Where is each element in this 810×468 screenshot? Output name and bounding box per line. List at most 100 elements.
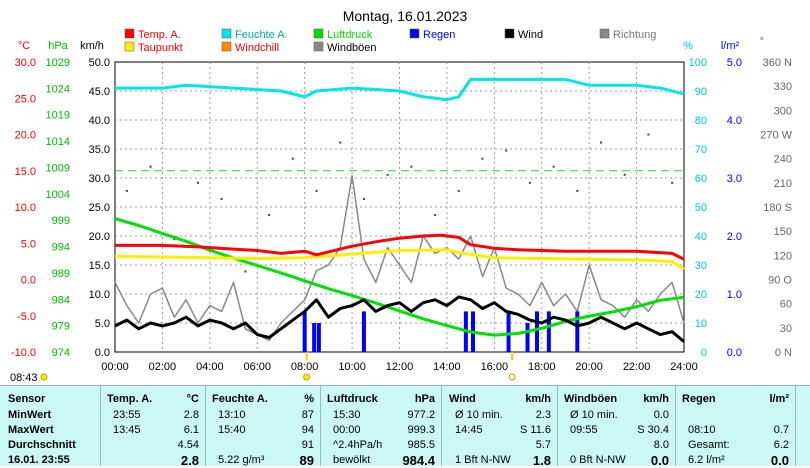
pressure-axis-unit: hPa bbox=[48, 40, 68, 52]
axis-tick-label: 30.0 bbox=[15, 57, 36, 69]
direction-point bbox=[362, 197, 365, 200]
stats-cell-value: 89 bbox=[299, 453, 314, 468]
axis-tick-label: 70 bbox=[695, 144, 707, 156]
rain-bar bbox=[525, 323, 530, 352]
axis-tick-label: 40.0 bbox=[89, 115, 110, 127]
stats-col-unit: % bbox=[304, 393, 314, 405]
axis-tick-label: 30.0 bbox=[89, 173, 110, 185]
rain-bar bbox=[312, 323, 317, 352]
axis-tick-label: 20.0 bbox=[89, 231, 110, 243]
stats-cell-note: 0 Bft N-NW bbox=[570, 454, 626, 466]
legend-swatch bbox=[124, 41, 135, 52]
rain-bar bbox=[575, 311, 580, 352]
axis-tick-label: 50.0 bbox=[89, 57, 110, 69]
axis-tick-label: 60 bbox=[695, 173, 707, 185]
stats-cell-note: 6.2 l/m² bbox=[688, 454, 725, 466]
legend-label: Regen bbox=[423, 29, 455, 41]
stats-cell-value: 6.1 bbox=[183, 424, 199, 436]
stats-row-label: Sensor bbox=[8, 393, 46, 405]
stats-cell-note: 14:45 bbox=[455, 424, 483, 436]
axis-tick-label: 2.0 bbox=[727, 231, 742, 243]
legend-swatch bbox=[124, 28, 135, 39]
stats-cell-note: 5.22 g/m³ bbox=[218, 454, 265, 466]
axis-tick-label: 15.0 bbox=[15, 166, 36, 178]
chart-legend: Temp. A. Feuchte A. Luftdruck Regen Wind Rich… bbox=[124, 28, 656, 54]
legend-label: Windböen bbox=[327, 42, 377, 54]
stats-cell-note: ^2.4hPa/h bbox=[333, 439, 383, 451]
stats-cell-note: 08:10 bbox=[688, 424, 716, 436]
axis-tick-label: 10.0 bbox=[15, 202, 36, 214]
axis-tick-label: 5.0 bbox=[95, 318, 110, 330]
axis-tick-label: 30 bbox=[695, 260, 707, 272]
x-tick-label: 14:00 bbox=[433, 361, 461, 373]
grid-lines bbox=[115, 62, 684, 352]
stats-divider bbox=[205, 386, 206, 466]
axis-tick-label: 120 bbox=[774, 250, 792, 262]
temp-axis-unit: °C bbox=[18, 40, 30, 52]
chart-title: Montag, 16.01.2023 bbox=[343, 8, 468, 24]
axis-tick-label: 210 bbox=[774, 178, 792, 190]
axis-tick-label: 360 N bbox=[763, 57, 792, 69]
rain-axis-unit: l/m² bbox=[721, 40, 740, 52]
stats-cell-note: 15:30 bbox=[333, 409, 361, 421]
axis-tick-label: 0 N bbox=[775, 347, 792, 359]
humidity-axis-unit: % bbox=[683, 40, 693, 52]
stats-cell-note: Gesamt: bbox=[688, 439, 730, 451]
axis-tick-label: 100 bbox=[689, 57, 707, 69]
axis-tick-label: 979 bbox=[52, 321, 70, 333]
axis-tick-label: 984 bbox=[52, 294, 70, 306]
x-tick-label: 04:00 bbox=[196, 361, 224, 373]
stats-cell-note: 13:10 bbox=[218, 409, 246, 421]
stats-cell-value: 94 bbox=[301, 424, 314, 436]
stats-cell-note: Ø 10 min. bbox=[455, 409, 503, 421]
rain-bar bbox=[316, 323, 321, 352]
stats-col-unit: l/m² bbox=[769, 393, 789, 405]
axis-tick-label: 10.0 bbox=[89, 289, 110, 301]
x-tick-label: 02:00 bbox=[149, 361, 177, 373]
series-line-feuchte-a bbox=[115, 77, 685, 102]
legend-swatch bbox=[221, 41, 232, 52]
direction-point bbox=[339, 141, 342, 144]
stats-cell-note: 13:45 bbox=[113, 424, 141, 436]
axis-tick-label: 270 W bbox=[760, 130, 792, 142]
axis-tick-label: 35.0 bbox=[89, 144, 110, 156]
axis-tick-label: 974 bbox=[52, 347, 70, 359]
axis-tick-label: 50 bbox=[695, 202, 707, 214]
stats-cell-value: 2.8 bbox=[180, 453, 199, 468]
stats-cell-value: 999.3 bbox=[407, 424, 435, 436]
axis-tick-label: -10.0 bbox=[11, 347, 36, 359]
axis-tick-label: 999 bbox=[52, 215, 70, 227]
stats-row-label: 16.01. 23:55 bbox=[8, 454, 70, 466]
axis-tick-label: 989 bbox=[52, 268, 70, 280]
legend-label: Temp. A. bbox=[138, 29, 181, 41]
axes: 30.0 25.0 20.0 15.0 10.0 5.0 0.0 -5.0 -10.0 1029 1… bbox=[11, 57, 793, 359]
axis-tick-label: 20.0 bbox=[15, 130, 36, 142]
series-line-wind bbox=[114, 295, 685, 343]
legend-label: Luftdruck bbox=[327, 29, 373, 41]
stats-col-unit: km/h bbox=[525, 393, 551, 405]
direction-point bbox=[623, 173, 626, 176]
stats-cell-note: 00:00 bbox=[333, 424, 361, 436]
direction-point bbox=[291, 157, 294, 160]
axis-tick-label: 1.0 bbox=[727, 289, 742, 301]
stats-cell-note: bewölkt bbox=[333, 454, 371, 466]
legend-swatch bbox=[599, 28, 610, 39]
axis-tick-label: 5.0 bbox=[21, 238, 36, 250]
axis-tick-label: 0 bbox=[701, 347, 707, 359]
stats-col-unit: hPa bbox=[414, 393, 435, 405]
x-tick-label: 06:00 bbox=[243, 361, 271, 373]
axis-tick-label: 150 bbox=[774, 226, 792, 238]
axis-tick-label: 40 bbox=[695, 231, 707, 243]
stats-cell-note: 15:40 bbox=[218, 424, 246, 436]
stats-col-title: Luftdruck bbox=[327, 393, 378, 405]
x-tick-label: 22:00 bbox=[623, 361, 651, 373]
stats-cell-value: 2.8 bbox=[183, 409, 199, 421]
stats-divider bbox=[675, 386, 676, 466]
axis-tick-label: 80 bbox=[695, 115, 707, 127]
stats-row-label: MaxWert bbox=[8, 424, 54, 436]
rain-bar bbox=[361, 311, 366, 352]
axis-tick-label: 60 bbox=[780, 299, 792, 311]
direction-point bbox=[505, 149, 508, 152]
x-tick-label: 00:00 bbox=[101, 361, 129, 373]
direction-axis-unit: ° bbox=[760, 36, 764, 48]
